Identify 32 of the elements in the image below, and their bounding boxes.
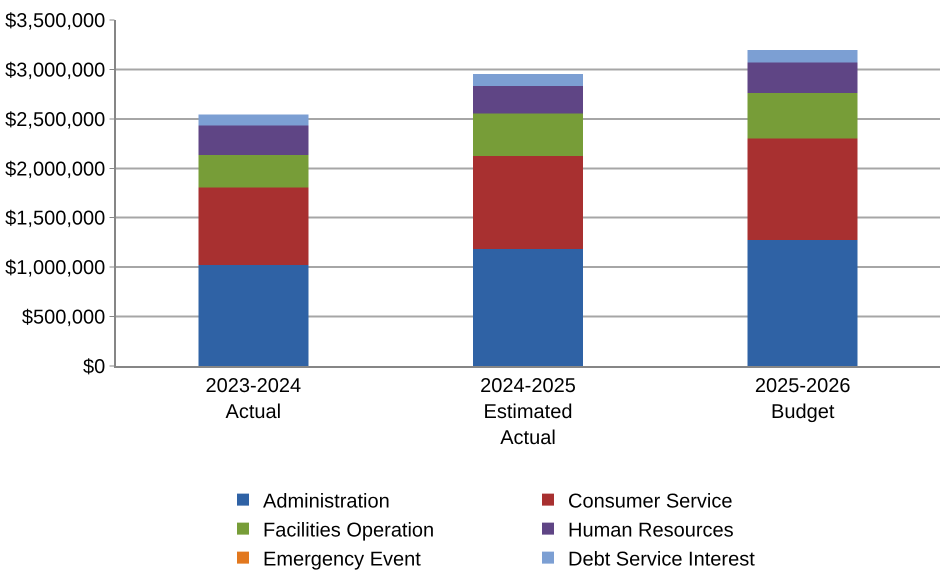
bar bbox=[473, 248, 583, 366]
bar bbox=[198, 265, 308, 366]
legend-label: Facilities Operation bbox=[263, 519, 434, 542]
bar bbox=[198, 154, 308, 188]
bar bbox=[748, 62, 858, 94]
y-tick-label: $3,000,000 bbox=[5, 59, 106, 82]
y-tick-label: $1,000,000 bbox=[5, 257, 106, 280]
legend-label: Emergency Event bbox=[263, 548, 422, 570]
legend-label: Human Resources bbox=[568, 519, 734, 542]
x-tick-label: 2024-2025 Estimated Actual bbox=[480, 374, 576, 449]
bar bbox=[198, 125, 308, 155]
bar bbox=[473, 74, 583, 86]
bar bbox=[748, 93, 858, 139]
y-tick-label: $1,500,000 bbox=[5, 208, 106, 230]
y-tick-label: $0 bbox=[83, 356, 106, 378]
bar bbox=[748, 50, 858, 63]
x-tick-label: 2023-2024 Actual bbox=[206, 374, 302, 423]
legend-label: Consumer Service bbox=[568, 490, 733, 512]
y-tick-label: $3,500,000 bbox=[5, 10, 106, 32]
y-tick-label: $2,500,000 bbox=[5, 108, 106, 131]
y-tick-label: $500,000 bbox=[22, 306, 106, 329]
bar bbox=[748, 138, 858, 240]
bar bbox=[198, 114, 308, 126]
bar bbox=[198, 188, 308, 266]
bar bbox=[473, 156, 583, 249]
x-tick-label: 2025-2026 Budget bbox=[754, 374, 850, 423]
y-tick-label: $2,000,000 bbox=[5, 158, 106, 180]
bar bbox=[473, 113, 583, 156]
legend-label: Debt Service Interest bbox=[568, 548, 756, 570]
bar bbox=[473, 86, 583, 114]
legend-label: Administration bbox=[263, 490, 390, 512]
bar bbox=[748, 240, 858, 366]
